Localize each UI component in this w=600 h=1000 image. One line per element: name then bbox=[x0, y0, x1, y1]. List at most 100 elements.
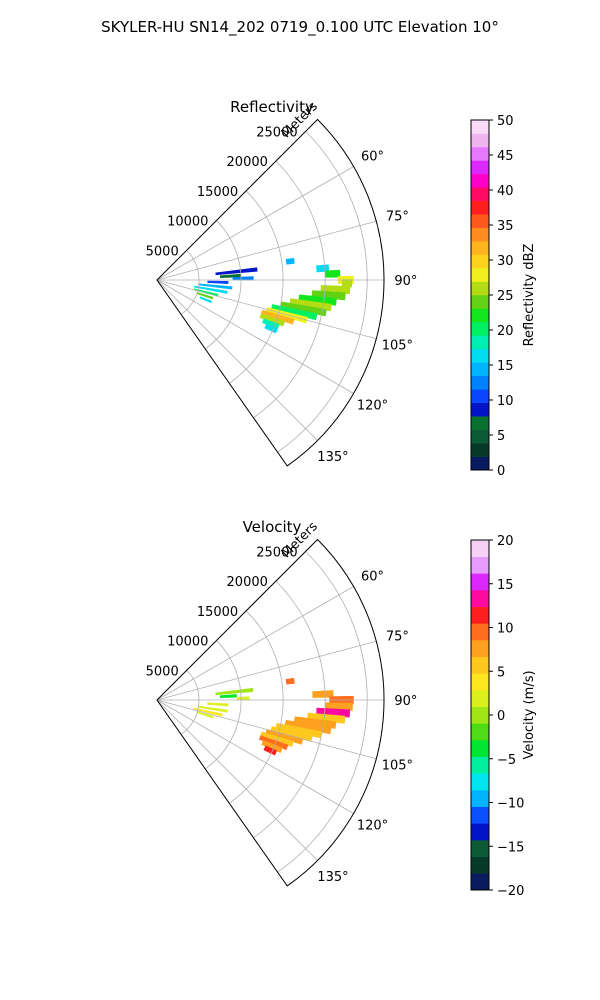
velocity-azimuth-tick-label: 75° bbox=[386, 630, 409, 645]
reflectivity-colorbar-tick-label: 35 bbox=[497, 219, 514, 234]
velocity-colorbar-segment bbox=[471, 806, 489, 824]
reflectivity-data-cell bbox=[264, 323, 278, 334]
reflectivity-colorbar-segment bbox=[471, 335, 489, 350]
reflectivity-data-cell bbox=[262, 318, 280, 330]
reflectivity-data-cell bbox=[259, 313, 286, 327]
reflectivity-colorbar-segment bbox=[471, 348, 489, 363]
velocity-colorbar-segment bbox=[471, 590, 489, 607]
velocity-colorbar-tick-label: 5 bbox=[497, 665, 505, 680]
reflectivity-range-tick-label: 15000 bbox=[197, 185, 238, 200]
velocity-colorbar-tick-label: 10 bbox=[497, 622, 514, 637]
reflectivity-colorbar-segment bbox=[471, 321, 489, 336]
reflectivity-colorbar-tick-label: 45 bbox=[497, 149, 514, 164]
velocity-grid bbox=[156, 551, 384, 873]
velocity-range-ring bbox=[277, 551, 368, 873]
reflectivity-data-cell bbox=[341, 279, 353, 288]
reflectivity-plot-title: Reflectivity bbox=[230, 98, 314, 116]
velocity-panel: Velocity 500010000150002000025000Meters6… bbox=[146, 518, 537, 899]
velocity-data-cell bbox=[284, 719, 332, 735]
reflectivity-grid bbox=[156, 131, 384, 453]
velocity-colorbar-segment bbox=[471, 740, 489, 757]
velocity-colorbar: −20 −15 −10 −5 0 5 10 15 20 Velocity (m/s) bbox=[470, 534, 537, 899]
reflectivity-colorbar-segment bbox=[471, 268, 489, 282]
velocity-data-cell bbox=[265, 728, 304, 745]
reflectivity-colorbar: 0 5 10 15 20 25 30 35 40 45 50 Reflectivity dBZ bbox=[470, 114, 537, 479]
reflectivity-colorbar-segment bbox=[471, 308, 489, 323]
velocity-colorbar-tick-label: 20 bbox=[497, 534, 514, 549]
reflectivity-colorbar-segment bbox=[471, 146, 489, 161]
reflectivity-colorbar-tick-label: 40 bbox=[497, 184, 514, 199]
velocity-azimuth-spoke bbox=[156, 699, 377, 760]
reflectivity-data-cell bbox=[285, 257, 295, 265]
velocity-azimuth-tick-label: 90° bbox=[394, 694, 417, 709]
velocity-data-cell bbox=[261, 740, 283, 753]
velocity-colorbar-segment bbox=[471, 623, 489, 641]
velocity-colorbar-segment bbox=[471, 690, 489, 707]
reflectivity-azimuth-tick-label: 105° bbox=[382, 338, 413, 353]
velocity-colorbar-label: Velocity (m/s) bbox=[522, 670, 537, 759]
reflectivity-data-cell bbox=[232, 276, 254, 281]
velocity-range-tick-label: 5000 bbox=[146, 664, 179, 679]
reflectivity-panel: Reflectivity 500010000150002000025000Met… bbox=[146, 98, 537, 479]
velocity-data-cell bbox=[198, 705, 228, 713]
velocity-data-cell bbox=[236, 696, 250, 701]
velocity-colorbar-tick-label: −15 bbox=[497, 840, 524, 855]
reflectivity-colorbar-segment bbox=[471, 241, 489, 255]
reflectivity-colorbar-tick-label: 10 bbox=[497, 394, 514, 409]
reflectivity-azimuth-tick-label: 60° bbox=[361, 150, 384, 165]
velocity-azimuth-spoke bbox=[156, 586, 354, 701]
reflectivity-colorbar-segment bbox=[471, 173, 489, 188]
reflectivity-colorbar-tick-label: 15 bbox=[497, 359, 514, 374]
reflectivity-data-cell bbox=[316, 264, 330, 273]
reflectivity-azimuth-spoke bbox=[156, 279, 318, 441]
velocity-range-ring bbox=[253, 580, 326, 839]
velocity-data-cell bbox=[293, 716, 337, 729]
velocity-colorbar-segment bbox=[471, 756, 489, 774]
velocity-colorbar-segment bbox=[471, 873, 489, 891]
velocity-data-cell bbox=[196, 711, 214, 719]
velocity-data-cell bbox=[219, 694, 237, 699]
velocity-data-cell bbox=[275, 722, 323, 739]
reflectivity-azimuth-tick-label: 90° bbox=[394, 274, 417, 289]
reflectivity-colorbar-segment bbox=[471, 416, 489, 430]
velocity-data-cell bbox=[285, 677, 295, 685]
velocity-colorbar-segment bbox=[471, 856, 489, 874]
velocity-range-tick-label: 10000 bbox=[167, 635, 208, 650]
velocity-range-tick-label: 25000 bbox=[256, 545, 297, 560]
velocity-colorbar-segment bbox=[471, 573, 489, 591]
velocity-colorbar-tick-label: −5 bbox=[497, 753, 516, 768]
velocity-colorbar-segment bbox=[471, 556, 489, 574]
reflectivity-azimuth-tick-label: 75° bbox=[386, 210, 409, 225]
reflectivity-range-ring bbox=[253, 160, 326, 419]
velocity-range-tick-label: 15000 bbox=[197, 605, 238, 620]
reflectivity-colorbar-tick-label: 50 bbox=[497, 114, 514, 129]
reflectivity-colorbar-segment bbox=[471, 362, 489, 377]
reflectivity-polar-frame bbox=[156, 118, 385, 467]
velocity-azimuth-spoke bbox=[156, 699, 354, 814]
reflectivity-colorbar-segment bbox=[471, 402, 489, 417]
reflectivity-data-cell bbox=[207, 280, 229, 284]
reflectivity-colorbar-segment bbox=[471, 389, 489, 403]
velocity-colorbar-segment bbox=[471, 640, 489, 657]
velocity-data-cell bbox=[215, 687, 254, 696]
velocity-colorbar-segment bbox=[471, 673, 489, 691]
velocity-colorbar-segment bbox=[471, 606, 489, 624]
velocity-data-cells bbox=[193, 677, 354, 756]
velocity-data-cell bbox=[307, 712, 346, 724]
reflectivity-colorbar-segment bbox=[471, 160, 489, 175]
velocity-colorbar-segment bbox=[471, 773, 489, 791]
velocity-azimuth-tick-label: 120° bbox=[357, 818, 388, 833]
reflectivity-range-ring bbox=[180, 249, 200, 315]
velocity-polar-frame bbox=[156, 538, 385, 887]
reflectivity-colorbar-segment bbox=[471, 375, 489, 390]
velocity-plot-title: Velocity bbox=[243, 518, 302, 536]
velocity-colorbar-segment bbox=[471, 823, 489, 841]
velocity-data-cell bbox=[193, 707, 223, 717]
velocity-colorbar-segment bbox=[471, 790, 489, 807]
figure-title: SKYLER-HU SN14_202 0719_0.100 UTC Elevat… bbox=[101, 18, 499, 37]
reflectivity-data-cell bbox=[280, 301, 327, 317]
reflectivity-azimuth-tick-label: 135° bbox=[317, 450, 348, 465]
velocity-range-ring bbox=[229, 610, 284, 804]
reflectivity-azimuth-spoke bbox=[156, 279, 377, 340]
